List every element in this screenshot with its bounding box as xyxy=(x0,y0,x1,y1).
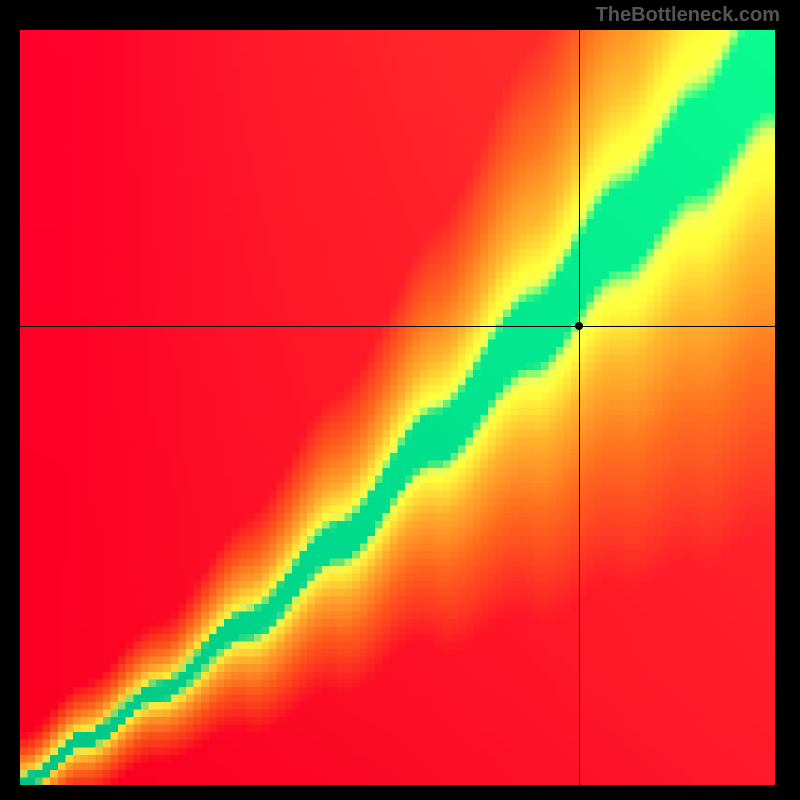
crosshair-vertical xyxy=(579,30,580,785)
watermark-text: TheBottleneck.com xyxy=(596,4,780,27)
bottleneck-heatmap xyxy=(20,30,775,785)
crosshair-horizontal xyxy=(20,326,775,327)
intersection-marker xyxy=(575,322,583,330)
heatmap-canvas xyxy=(20,30,775,785)
